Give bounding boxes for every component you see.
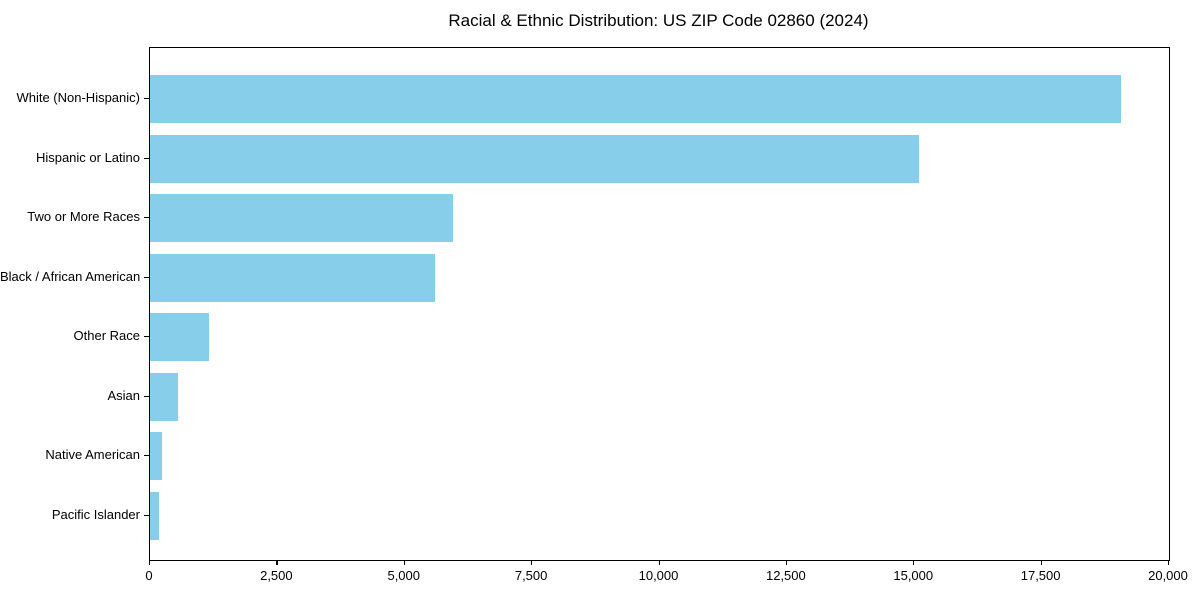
x-tick-label: 2,500 xyxy=(260,568,293,583)
x-tick-mark xyxy=(531,560,533,565)
bar xyxy=(150,313,209,361)
bar xyxy=(150,194,454,242)
plot-area xyxy=(149,47,1170,561)
x-tick-mark xyxy=(149,560,151,565)
x-tick-mark xyxy=(276,560,278,565)
y-tick-mark xyxy=(144,157,149,159)
y-tick-label: Hispanic or Latino xyxy=(35,149,140,165)
bar xyxy=(150,134,920,183)
x-tick-mark xyxy=(785,560,788,565)
bar xyxy=(150,432,162,480)
x-tick-label: 17,500 xyxy=(1020,568,1061,583)
bar xyxy=(150,253,436,302)
x-tick-mark xyxy=(913,560,915,565)
x-tick-label: 15,000 xyxy=(893,568,934,583)
y-tick-mark xyxy=(144,336,149,338)
y-tick-label: Two or More Races xyxy=(27,209,140,224)
y-tick-label: Other Race xyxy=(73,328,140,343)
x-tick-label: 5,000 xyxy=(387,568,421,583)
x-tick-label: 7,500 xyxy=(514,568,548,583)
bar xyxy=(150,491,160,540)
x-tick-mark xyxy=(1040,560,1042,565)
y-tick-mark xyxy=(144,217,149,219)
y-tick-label: Pacific Islander xyxy=(51,506,140,522)
y-tick-mark xyxy=(144,455,149,457)
bar xyxy=(150,75,1121,123)
x-tick-mark xyxy=(658,560,660,565)
x-tick-label: 12,500 xyxy=(765,568,806,583)
chart-title: Racial & Ethnic Distribution: US ZIP Cod… xyxy=(448,11,869,30)
y-tick-label: Black / African American xyxy=(0,268,141,284)
y-tick-label: Asian xyxy=(107,387,140,403)
x-tick-mark xyxy=(403,560,405,565)
x-tick-label: 20,000 xyxy=(1148,568,1188,583)
y-tick-label: Native American xyxy=(45,447,140,462)
x-tick-label: 10,000 xyxy=(638,568,679,583)
y-tick-mark xyxy=(144,98,149,100)
y-tick-label: White (Non-Hispanic) xyxy=(16,90,140,105)
y-tick-mark xyxy=(144,514,149,516)
y-tick-mark xyxy=(144,276,149,278)
x-tick-mark xyxy=(1168,560,1170,565)
x-tick-label: 0 xyxy=(145,568,153,583)
bar xyxy=(150,372,179,421)
y-tick-mark xyxy=(144,395,149,397)
